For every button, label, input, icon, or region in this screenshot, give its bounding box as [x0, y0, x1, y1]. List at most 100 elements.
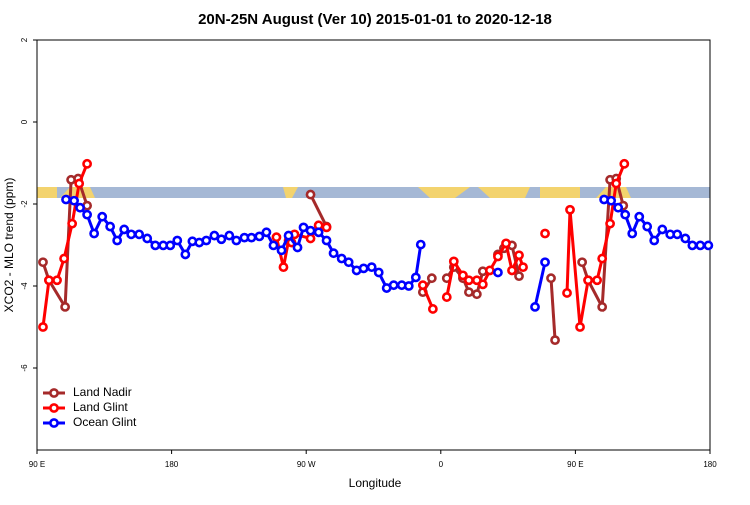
data-point	[657, 224, 668, 235]
data-point	[246, 232, 257, 243]
data-point	[540, 228, 550, 239]
data-point	[575, 322, 585, 332]
legend-marker	[49, 388, 59, 398]
data-point	[493, 267, 503, 278]
data-point	[201, 235, 212, 246]
data-point	[649, 235, 660, 246]
data-point	[343, 257, 354, 268]
data-point	[410, 272, 421, 283]
data-point	[426, 273, 437, 284]
data-point	[464, 287, 474, 298]
data-point	[605, 218, 615, 229]
data-point	[687, 240, 698, 251]
chart-title: 20N-25N August (Ver 10) 2015-01-01 to 20…	[198, 11, 552, 28]
data-point	[695, 240, 706, 251]
data-point	[597, 253, 608, 264]
data-point	[89, 228, 100, 239]
data-point	[484, 265, 495, 276]
data-point	[292, 242, 303, 253]
data-point	[592, 275, 602, 286]
series-line	[549, 278, 557, 341]
data-point	[703, 240, 714, 251]
data-point	[69, 195, 79, 206]
data-point	[134, 229, 145, 240]
data-point	[283, 230, 294, 241]
data-point	[150, 240, 161, 251]
series-line	[533, 261, 547, 308]
data-point	[313, 227, 324, 238]
legend-label: Land Glint	[73, 400, 128, 414]
data-point	[305, 225, 316, 236]
data-point	[61, 194, 71, 205]
data-point	[82, 209, 93, 220]
data-point	[52, 275, 62, 286]
y-axis-label: XCO2 - MLO trend (ppm)	[2, 178, 16, 313]
y-tick-label: -4	[20, 282, 29, 290]
data-point	[583, 275, 594, 286]
data-point	[441, 292, 452, 302]
data-point	[261, 227, 272, 238]
data-point	[112, 235, 123, 246]
data-point	[328, 248, 339, 259]
data-point	[613, 202, 624, 213]
data-point	[276, 245, 287, 256]
data-point	[38, 322, 48, 332]
data-point	[627, 228, 638, 239]
data-point	[67, 218, 78, 229]
data-point	[321, 222, 332, 233]
data-point	[540, 257, 550, 268]
data-point	[562, 288, 572, 298]
data-point	[403, 281, 414, 291]
data-point	[680, 233, 691, 244]
legend-label: Land Nadir	[73, 385, 132, 399]
data-point	[471, 289, 482, 300]
data-point	[366, 262, 377, 273]
data-point	[75, 202, 85, 213]
y-tick-label: -6	[20, 364, 29, 372]
data-point	[597, 302, 608, 312]
data-point	[606, 195, 617, 206]
data-point	[611, 178, 622, 189]
plot-frame	[36, 39, 711, 451]
data-point	[550, 335, 560, 346]
data-point	[619, 158, 630, 169]
data-point	[620, 209, 631, 220]
legend-marker	[49, 403, 59, 413]
data-point	[642, 221, 653, 232]
data-point	[321, 235, 332, 246]
data-point	[577, 257, 588, 268]
data-point	[59, 253, 69, 264]
data-point	[477, 279, 488, 290]
data-point	[142, 233, 153, 244]
data-point	[518, 262, 528, 273]
data-point	[458, 270, 468, 281]
data-point	[254, 231, 265, 242]
data-point	[82, 158, 93, 169]
data-point	[427, 304, 438, 314]
data-point	[278, 262, 289, 273]
x-tick-label: 90 W	[297, 460, 316, 469]
data-point	[180, 249, 191, 260]
data-point	[224, 230, 235, 241]
data-point	[126, 229, 137, 240]
data-point	[119, 224, 130, 235]
data-point	[448, 256, 459, 267]
data-point	[417, 280, 428, 291]
data-point	[305, 189, 316, 200]
data-point	[60, 302, 71, 312]
legend-label: Ocean Glint	[73, 415, 137, 429]
data-point	[271, 232, 282, 243]
x-axis-label: Longitude	[349, 476, 402, 490]
x-tick-label: 180	[165, 460, 179, 469]
data-point	[172, 235, 183, 246]
data-point	[165, 240, 176, 251]
data-point	[388, 280, 399, 291]
x-tick-label: 180	[703, 460, 717, 469]
series-line	[309, 193, 328, 228]
data-point	[373, 267, 384, 278]
x-tick-label: 0	[439, 460, 444, 469]
y-tick-label: -2	[20, 200, 29, 208]
data-point	[231, 235, 242, 246]
data-point	[464, 275, 474, 286]
